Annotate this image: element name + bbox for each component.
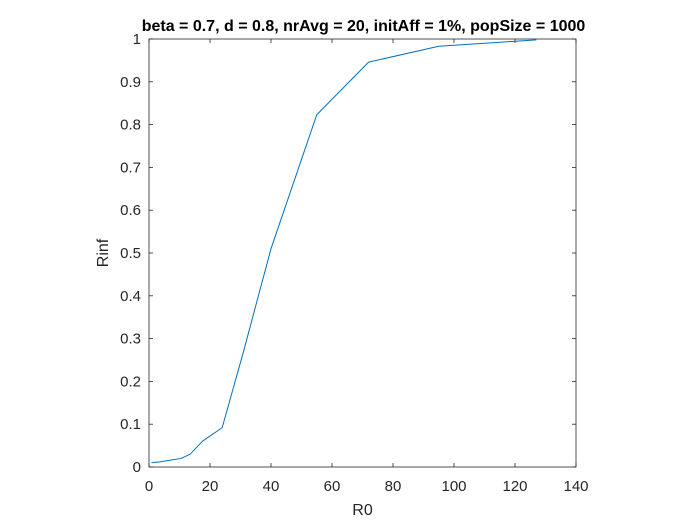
plot-area (149, 39, 576, 467)
y-tick-label: 0.7 (120, 159, 141, 176)
y-tick-label: 0 (133, 459, 141, 476)
y-tick-label: 0.2 (120, 373, 141, 390)
y-tick-label: 0.8 (120, 117, 141, 134)
x-tick-label: 120 (502, 478, 527, 495)
x-tick-label: 40 (263, 478, 280, 495)
series-layer (151, 39, 537, 464)
x-tick-label: 140 (563, 478, 588, 495)
ticks-layer: 0 20 40 60 80 100 120 140 0 0.1 0.2 0.3 0.4 0.5 0.6 0.7… (120, 31, 588, 495)
y-tick-label: 0.6 (120, 202, 141, 219)
y-tick-label: 0.1 (120, 416, 141, 433)
y-axis-label: Rinf (95, 238, 112, 267)
y-tick-label: 0.4 (120, 288, 141, 305)
x-tick-label: 80 (385, 478, 402, 495)
x-tick-label: 20 (202, 478, 219, 495)
x-tick-label: 0 (145, 478, 153, 495)
x-tick-label: 60 (324, 478, 341, 495)
y-tick-label: 0.3 (120, 331, 141, 348)
x-tick-label: 100 (441, 478, 466, 495)
series-line (151, 39, 537, 464)
y-tick-label: 0.5 (120, 245, 141, 262)
chart-title: beta = 0.7, d = 0.8, nrAvg = 20, initAff… (142, 18, 586, 35)
y-tick-label: 1 (133, 31, 141, 48)
x-axis-label: R0 (352, 502, 373, 519)
y-tick-label: 0.9 (120, 74, 141, 91)
